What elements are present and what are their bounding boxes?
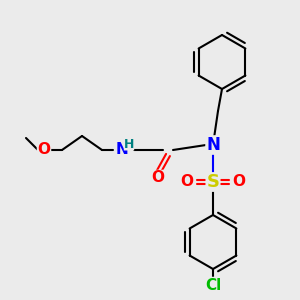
Text: N: N	[116, 142, 128, 158]
Text: Cl: Cl	[205, 278, 221, 292]
Text: O: O	[181, 175, 194, 190]
Text: H: H	[124, 137, 134, 151]
Text: O: O	[232, 175, 245, 190]
Text: N: N	[206, 136, 220, 154]
Text: O: O	[38, 142, 50, 158]
Text: O: O	[152, 170, 164, 185]
Text: S: S	[206, 173, 220, 191]
